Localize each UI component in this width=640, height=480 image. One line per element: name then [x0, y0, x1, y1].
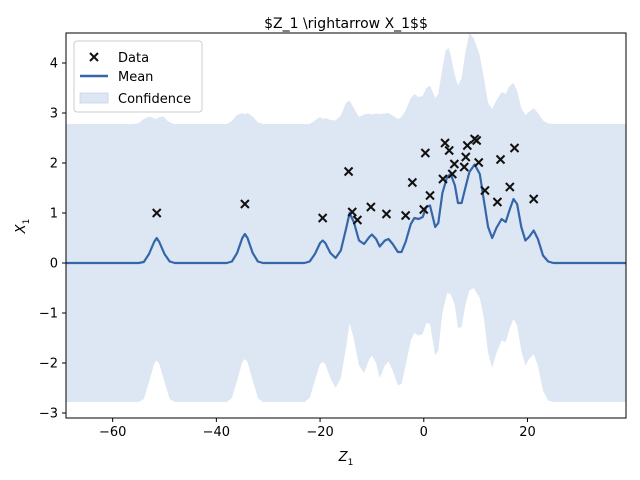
x-tick-label: 0 — [420, 425, 428, 440]
y-tick-label: −1 — [39, 307, 58, 322]
x-tick-label: −40 — [203, 425, 230, 440]
chart-title: $Z_1 \rightarrow X_1$$ — [264, 16, 428, 32]
y-tick-label: −2 — [39, 357, 58, 372]
data-point — [425, 190, 435, 201]
mean-line — [66, 163, 626, 265]
x-tick-label: −20 — [306, 425, 333, 440]
data-point — [480, 185, 490, 196]
legend-confidence-label: Confidence — [118, 92, 191, 107]
y-tick-label: 1 — [50, 207, 58, 222]
data-point — [461, 152, 471, 162]
data-point — [366, 202, 376, 212]
y-tick-label: 0 — [50, 257, 58, 272]
y-axis: −3 −2 −1 0 1 2 3 4 — [39, 57, 66, 422]
data-point — [438, 174, 448, 184]
x-axis: −60 −40 −20 0 20 — [99, 418, 536, 440]
data-point — [419, 204, 429, 215]
data-point — [343, 166, 354, 177]
data-point — [459, 162, 469, 172]
data-point — [474, 157, 484, 168]
legend-data-marker — [89, 52, 99, 62]
data-point — [505, 182, 515, 192]
y-tick-label: −3 — [39, 407, 58, 422]
y-axis-label: X1 — [14, 219, 32, 235]
data-point — [317, 213, 328, 223]
x-tick-label: −60 — [99, 425, 126, 440]
data-point — [152, 208, 162, 218]
x-tick-label: 20 — [519, 425, 536, 440]
data-point — [447, 169, 458, 179]
legend-item-data: Data — [89, 51, 149, 66]
legend-item-mean: Mean — [80, 70, 153, 85]
data-point — [440, 138, 450, 148]
data-point — [347, 207, 357, 217]
data-point — [444, 145, 454, 156]
y-tick-label: 2 — [50, 157, 58, 172]
data-point — [462, 140, 473, 151]
legend-confidence-swatch — [79, 92, 109, 104]
plot-area — [66, 33, 626, 402]
data-point — [400, 210, 411, 221]
data-point — [352, 215, 363, 225]
y-tick-label: 4 — [50, 57, 58, 72]
x-axis-label: Z1 — [338, 450, 354, 468]
confidence-band — [66, 33, 626, 402]
legend-mean-label: Mean — [118, 70, 153, 85]
legend: Data Mean Confidence — [73, 40, 203, 113]
data-point — [495, 154, 506, 165]
data-point — [471, 135, 482, 146]
data-point — [420, 148, 431, 158]
data-point — [407, 177, 418, 188]
data-point — [240, 199, 250, 209]
data-point — [492, 197, 503, 207]
data-point — [449, 159, 460, 169]
plot-frame — [65, 32, 627, 419]
data-point — [381, 209, 392, 219]
data-point — [528, 194, 539, 204]
legend-item-confidence: Confidence — [79, 92, 191, 107]
data-point — [509, 143, 520, 153]
legend-data-label: Data — [118, 51, 149, 66]
data-points — [152, 134, 539, 225]
y-tick-label: 3 — [50, 107, 58, 122]
